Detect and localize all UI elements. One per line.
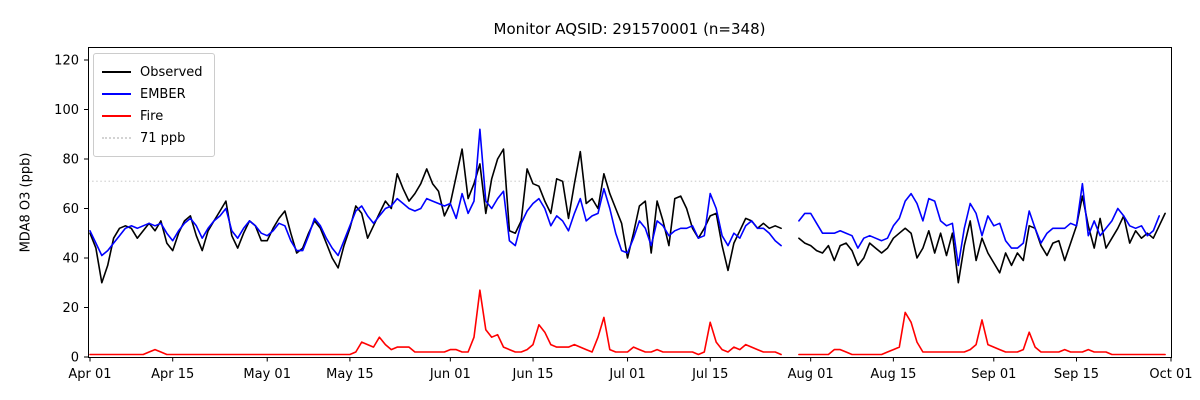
y-tick-label: 40 (62, 251, 79, 266)
x-tick-label: Sep 01 (971, 367, 1016, 382)
x-tick-label: Aug 01 (788, 367, 834, 382)
x-tick-label: Sep 15 (1054, 367, 1099, 382)
x-tick-label: May 15 (326, 367, 374, 382)
x-tick-label: Apr 01 (68, 367, 111, 382)
y-tick-label: 100 (54, 103, 79, 118)
chart-title: Monitor AQSID: 291570001 (n=348) (493, 20, 766, 38)
y-axis-label: MDA8 O3 (ppb) (18, 152, 34, 253)
legend-item-ember: EMBER (102, 83, 203, 105)
y-tick-label: 20 (62, 301, 79, 316)
x-tick-label: Apr 15 (151, 367, 194, 382)
legend-item-threshold: 71 ppb (102, 127, 203, 149)
observed-line-sample (102, 71, 131, 73)
x-tick-label: Jun 01 (429, 367, 471, 382)
legend-item-observed: Observed (102, 61, 203, 83)
y-tick-label: 60 (62, 202, 79, 217)
legend-label: 71 ppb (140, 130, 186, 146)
legend-item-fire: Fire (102, 105, 203, 127)
ember-line-sample (102, 93, 131, 95)
series-line-fire (89, 289, 1166, 356)
legend-label: Fire (140, 108, 164, 124)
fire-line-sample (102, 115, 131, 117)
x-tick-label: Aug 15 (870, 367, 916, 382)
x-tick-label: Jun 15 (512, 367, 554, 382)
legend-label: EMBER (140, 86, 186, 102)
y-tick-label: 0 (71, 351, 79, 366)
legend-label: Observed (140, 64, 203, 80)
x-tick-label: Oct 01 (1149, 367, 1192, 382)
x-tick-label: Jul 01 (608, 367, 645, 382)
y-tick-label: 80 (62, 152, 79, 167)
series-line-observed (89, 148, 1166, 284)
legend: Observed EMBER Fire 71 ppb (93, 53, 215, 157)
y-tick-label: 120 (54, 53, 79, 68)
plot-border (88, 47, 1172, 358)
series-line-ember (89, 128, 1160, 267)
x-tick-label: Jul 15 (691, 367, 728, 382)
threshold-line-sample (102, 137, 131, 139)
x-tick-label: May 01 (243, 367, 291, 382)
